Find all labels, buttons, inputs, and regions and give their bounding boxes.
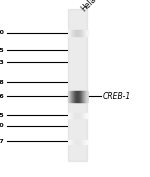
- Bar: [77, 91, 78, 102]
- Bar: [86, 30, 87, 36]
- Bar: [79, 30, 80, 36]
- Bar: [82, 113, 83, 118]
- Bar: [74, 91, 75, 102]
- Bar: [70, 30, 71, 36]
- Text: 20: 20: [0, 123, 4, 128]
- Bar: [72, 113, 73, 118]
- Bar: [70, 140, 71, 144]
- Text: CREB-1: CREB-1: [102, 92, 130, 101]
- Bar: [69, 140, 70, 144]
- Bar: [82, 91, 83, 102]
- Text: 36: 36: [0, 94, 4, 99]
- Bar: [86, 113, 87, 118]
- Bar: [80, 30, 81, 36]
- Bar: [78, 140, 79, 144]
- Bar: [82, 91, 83, 102]
- Bar: [76, 140, 77, 144]
- Bar: [83, 113, 84, 118]
- Bar: [80, 113, 81, 118]
- Bar: [82, 30, 83, 36]
- Bar: [68, 9, 87, 161]
- Bar: [85, 91, 86, 102]
- Bar: [74, 140, 75, 144]
- Bar: [82, 140, 83, 144]
- Bar: [84, 91, 85, 102]
- Bar: [72, 91, 73, 102]
- Bar: [71, 113, 72, 118]
- Bar: [78, 91, 79, 102]
- Bar: [80, 91, 81, 102]
- Bar: [85, 91, 86, 102]
- Bar: [85, 140, 86, 144]
- Text: 17: 17: [0, 139, 4, 144]
- Bar: [78, 113, 79, 118]
- Bar: [74, 113, 75, 118]
- Bar: [84, 140, 85, 144]
- Text: 48: 48: [0, 80, 4, 85]
- Bar: [69, 30, 70, 36]
- Bar: [82, 30, 83, 36]
- Bar: [70, 91, 71, 102]
- Bar: [84, 30, 85, 36]
- Bar: [82, 140, 83, 144]
- Bar: [85, 140, 86, 144]
- Bar: [73, 140, 74, 144]
- Bar: [69, 91, 70, 102]
- Bar: [71, 91, 72, 102]
- Bar: [68, 113, 69, 118]
- Bar: [73, 91, 74, 102]
- Bar: [72, 140, 73, 144]
- Bar: [85, 113, 86, 118]
- Bar: [70, 113, 71, 118]
- Bar: [76, 91, 77, 102]
- Bar: [69, 113, 70, 118]
- Bar: [71, 140, 72, 144]
- Bar: [81, 140, 82, 144]
- Bar: [77, 30, 78, 36]
- Bar: [68, 140, 69, 144]
- Bar: [81, 113, 82, 118]
- Text: 25: 25: [0, 113, 4, 118]
- Bar: [75, 113, 76, 118]
- Bar: [85, 30, 86, 36]
- Bar: [86, 91, 87, 102]
- Bar: [86, 140, 87, 144]
- Bar: [79, 140, 80, 144]
- Bar: [83, 140, 84, 144]
- Bar: [75, 140, 76, 144]
- Bar: [76, 113, 77, 118]
- Bar: [78, 30, 79, 36]
- Bar: [73, 30, 74, 36]
- Text: 75: 75: [0, 48, 4, 53]
- Bar: [74, 30, 75, 36]
- Bar: [77, 113, 78, 118]
- Bar: [76, 30, 77, 36]
- Text: 63: 63: [0, 60, 4, 65]
- Bar: [81, 91, 82, 102]
- Bar: [68, 30, 69, 36]
- Bar: [77, 140, 78, 144]
- Bar: [85, 30, 86, 36]
- Bar: [79, 91, 80, 102]
- Bar: [79, 113, 80, 118]
- Bar: [83, 91, 84, 102]
- Bar: [85, 113, 86, 118]
- Bar: [81, 30, 82, 36]
- Bar: [75, 30, 76, 36]
- Bar: [72, 30, 73, 36]
- Bar: [82, 113, 83, 118]
- Text: Hela: Hela: [79, 0, 98, 13]
- Text: 100: 100: [0, 30, 4, 36]
- Bar: [75, 91, 76, 102]
- Bar: [83, 30, 84, 36]
- Bar: [68, 91, 69, 102]
- Bar: [84, 113, 85, 118]
- Bar: [71, 30, 72, 36]
- Bar: [73, 113, 74, 118]
- Bar: [80, 140, 81, 144]
